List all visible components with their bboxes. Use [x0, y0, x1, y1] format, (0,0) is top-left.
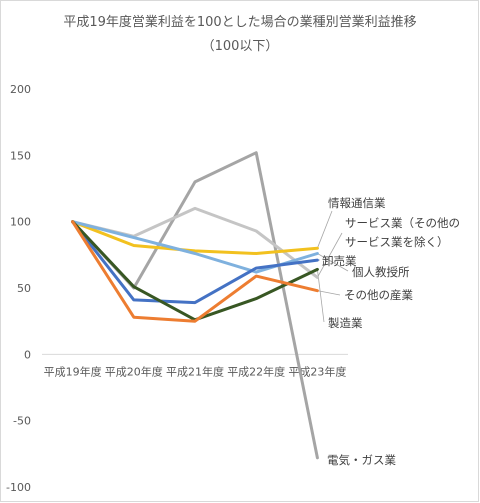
- series-label: 卸売業: [322, 254, 357, 268]
- y-tick-label: 100: [10, 216, 31, 229]
- series-label: サービス業（その他の: [345, 216, 460, 230]
- series-line-0: [71, 151, 319, 460]
- x-tick-label: 平成19年度: [44, 364, 102, 378]
- series-label: 製造業: [328, 316, 363, 330]
- y-tick-label: 50: [17, 282, 31, 295]
- x-tick-label: 平成21年度: [166, 364, 224, 378]
- series-label: サービス業を除く）: [345, 235, 449, 249]
- y-tick-label: 200: [10, 83, 31, 96]
- leader-line: [317, 253, 349, 272]
- series-line-4: [71, 220, 319, 305]
- leader-line: [317, 210, 333, 249]
- leader-line: [317, 290, 341, 296]
- x-tick-label: 平成23年度: [288, 364, 346, 378]
- series-line-6: [71, 220, 319, 323]
- y-tick-label: 150: [10, 149, 31, 162]
- chart-title: 平成19年度営業利益を100とした場合の業種別営業利益推移: [63, 14, 416, 30]
- y-tick-label: -50: [13, 415, 31, 428]
- series-line-2: [71, 220, 319, 255]
- series-label: その他の産業: [344, 288, 413, 302]
- chart-subtitle: （100以下）: [202, 39, 279, 54]
- series-label: 電気・ガス業: [327, 453, 396, 467]
- series-label: 個人教授所: [352, 265, 410, 279]
- y-tick-label: -100: [6, 481, 31, 494]
- series-label: 情報通信業: [328, 196, 386, 210]
- x-tick-label: 平成22年度: [227, 364, 285, 378]
- leader-line: [317, 232, 343, 278]
- y-tick-label: 0: [24, 348, 31, 361]
- x-tick-label: 平成20年度: [105, 364, 163, 378]
